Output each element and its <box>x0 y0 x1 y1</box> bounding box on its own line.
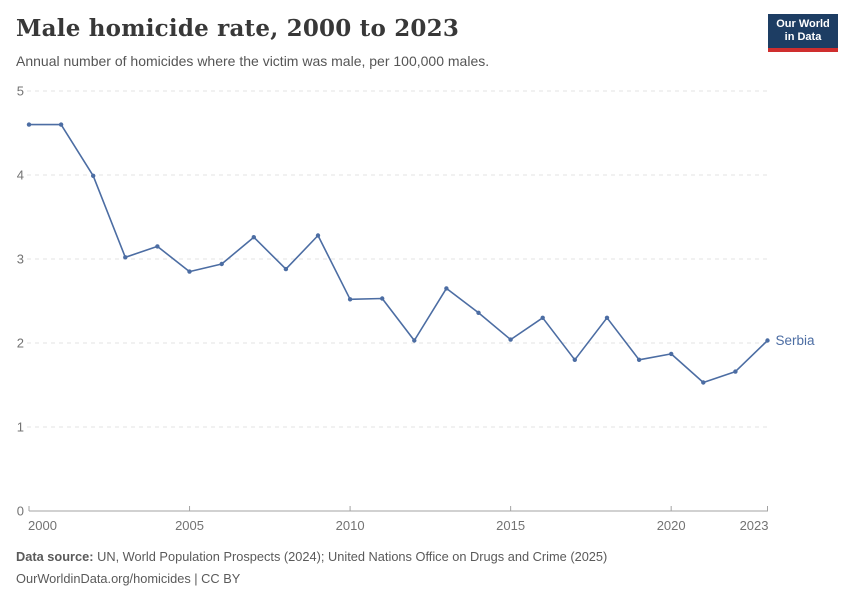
data-point <box>380 296 385 301</box>
data-point <box>508 337 513 342</box>
data-point <box>444 286 449 291</box>
data-point <box>347 297 353 302</box>
y-axis-label: 0 <box>17 504 24 519</box>
data-point <box>26 122 32 127</box>
chart-footer: Data source: UN, World Population Prospe… <box>16 546 607 590</box>
data-point <box>58 122 64 127</box>
y-axis-label: 4 <box>17 168 24 183</box>
data-point <box>315 233 321 238</box>
data-point <box>123 255 128 260</box>
data-point <box>669 351 674 357</box>
data-source-text: UN, World Population Prospects (2024); U… <box>93 549 608 564</box>
x-axis-label: 2015 <box>496 518 525 533</box>
x-axis-label: 2005 <box>175 518 204 533</box>
data-point <box>91 173 96 178</box>
owid-logo-line2: in Data <box>784 31 822 43</box>
data-point <box>572 357 577 362</box>
y-axis-label: 2 <box>17 336 24 351</box>
owid-logo-line1: Our World <box>776 18 830 30</box>
data-point <box>283 266 289 272</box>
page-subtitle: Annual number of homicides where the vic… <box>16 53 490 69</box>
x-axis-label: 2020 <box>657 518 686 533</box>
owid-logo[interactable]: Our World in Data <box>768 14 838 52</box>
data-point <box>155 244 160 249</box>
data-point <box>604 315 610 320</box>
data-point <box>219 261 224 267</box>
data-point <box>733 369 738 374</box>
data-point <box>701 380 706 385</box>
data-point <box>476 310 481 315</box>
y-axis-label: 5 <box>17 84 24 99</box>
data-point <box>251 235 256 240</box>
x-axis-label: 2010 <box>336 518 365 533</box>
x-axis-label: 2023 <box>740 518 769 533</box>
y-axis-label: 1 <box>17 420 24 435</box>
data-point <box>636 357 642 362</box>
x-axis-label: 2000 <box>28 518 57 533</box>
data-point <box>765 338 770 343</box>
series-label-serbia[interactable]: Serbia <box>776 333 816 348</box>
data-source-line: Data source: UN, World Population Prospe… <box>16 546 607 568</box>
y-axis-label: 3 <box>17 252 24 267</box>
serbia-line <box>28 123 769 384</box>
license-line: OurWorldinData.org/homicides | CC BY <box>16 571 241 586</box>
page-title: Male homicide rate, 2000 to 2023 <box>16 15 460 42</box>
data-point <box>187 269 192 274</box>
data-point <box>540 315 545 320</box>
data-source-label: Data source: <box>16 549 94 564</box>
data-point <box>412 338 417 343</box>
